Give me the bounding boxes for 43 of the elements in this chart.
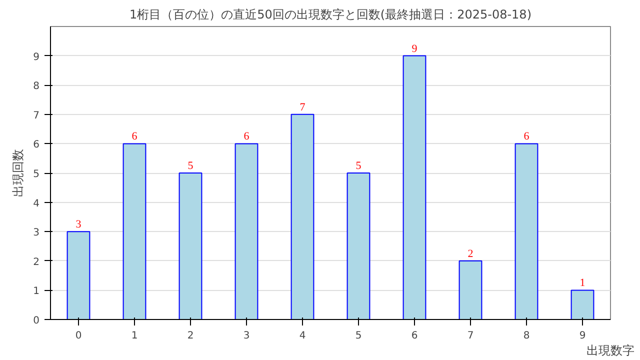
bar [66, 231, 90, 320]
bar [122, 143, 146, 320]
y-tick-label: 3 [33, 228, 40, 239]
y-tick-label: 8 [33, 81, 40, 92]
x-tick-label: 9 [579, 330, 586, 342]
y-tick-label: 2 [33, 256, 40, 268]
x-tick-label: 2 [187, 330, 194, 342]
y-tick-label: 0 [33, 316, 40, 326]
y-tick-label: 9 [33, 52, 40, 63]
x-tick-label: 5 [355, 330, 362, 342]
bar [514, 143, 538, 320]
data-label: 6 [524, 130, 530, 143]
x-tick-label: 0 [75, 330, 82, 342]
bar [570, 290, 594, 320]
y-tick-label: 1 [33, 286, 40, 298]
bar [234, 143, 258, 320]
x-tick-label: 3 [243, 330, 250, 342]
bar [402, 55, 426, 320]
data-label: 3 [76, 218, 82, 231]
x-tick-label: 6 [411, 330, 418, 342]
x-tick-label: 1 [131, 330, 138, 342]
y-tick-label: 7 [33, 110, 40, 122]
bar [458, 260, 482, 320]
bar [290, 114, 314, 320]
data-label: 5 [188, 160, 194, 172]
x-tick-label: 4 [299, 330, 306, 342]
data-label: 2 [468, 248, 474, 260]
x-axis-title: 出現数字 [586, 344, 634, 358]
y-tick-label: 6 [33, 140, 40, 151]
x-tick-label: 8 [523, 330, 530, 342]
y-axis-title: 出現回数 [11, 149, 26, 197]
data-label: 6 [244, 130, 250, 143]
data-label: 6 [132, 130, 138, 143]
x-tick-label: 7 [467, 330, 474, 342]
bar [346, 172, 370, 320]
y-tick-label: 4 [33, 198, 40, 210]
chart-title: 1桁目（百の位）の直近50回の出現数字と回数(最終抽選日：2025-08-18) [129, 8, 532, 22]
y-tick-label: 5 [33, 169, 40, 180]
data-label: 9 [412, 42, 418, 55]
data-label: 5 [356, 160, 362, 172]
bar [178, 172, 202, 320]
data-label: 1 [580, 277, 586, 290]
data-label: 7 [300, 101, 306, 114]
